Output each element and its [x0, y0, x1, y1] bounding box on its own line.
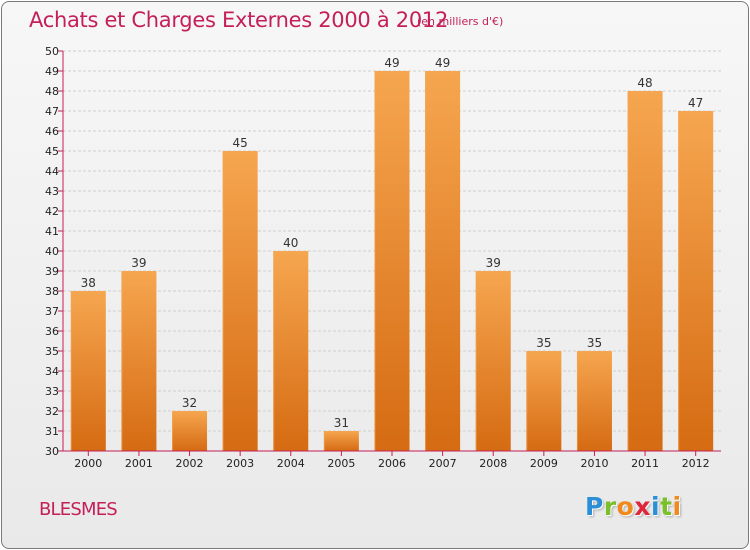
axes: 30 31 32 33 34 35 36 37 38 39 40 41 42 43 44 45 46 47 48 49… — [45, 45, 721, 470]
x-tick-label: 2003 — [226, 457, 254, 470]
y-tick-label: 48 — [45, 85, 59, 98]
data-label: 48 — [637, 76, 652, 90]
bar — [273, 251, 309, 451]
x-tick-label: 2007 — [429, 457, 457, 470]
bar — [70, 291, 106, 451]
chart-title: Achats et Charges Externes 2000 à 2012 — [29, 8, 449, 32]
y-tick-label: 45 — [45, 145, 59, 158]
logo-letter: i — [651, 492, 661, 521]
logo-letter: i — [672, 492, 682, 521]
bars — [70, 71, 714, 451]
y-tick-label: 50 — [45, 45, 59, 58]
bar — [323, 431, 359, 451]
x-tick-label: 2004 — [277, 457, 305, 470]
bar — [678, 111, 714, 451]
data-labels: 38 39 32 45 40 31 49 49 39 35 35 48 47 — [81, 56, 704, 430]
data-label: 39 — [486, 256, 501, 270]
bar — [475, 271, 511, 451]
y-tick-label: 39 — [45, 265, 59, 278]
data-label: 49 — [384, 56, 399, 70]
y-tick-label: 32 — [45, 405, 59, 418]
proxiti-logo: Proxiti — [585, 492, 682, 521]
bar — [374, 71, 410, 451]
y-tick-label: 43 — [45, 185, 59, 198]
data-label: 35 — [536, 336, 551, 350]
x-tick-label: 2005 — [327, 457, 355, 470]
y-tick-label: 37 — [45, 305, 59, 318]
y-tick-label: 36 — [45, 325, 59, 338]
y-tick-label: 40 — [45, 245, 59, 258]
data-label: 31 — [334, 416, 349, 430]
x-tick-label: 2000 — [74, 457, 102, 470]
logo-letter: x — [634, 492, 651, 521]
y-tick-label: 34 — [45, 365, 59, 378]
y-tick-label: 42 — [45, 205, 59, 218]
x-tick-label: 2002 — [176, 457, 204, 470]
y-tick-label: 44 — [45, 165, 59, 178]
logo-letter: t — [660, 492, 673, 521]
data-label: 40 — [283, 236, 298, 250]
x-tick-label: 2012 — [682, 457, 710, 470]
commune-name: BLESMES — [39, 499, 118, 520]
data-label: 32 — [182, 396, 197, 410]
bar — [121, 271, 157, 451]
data-label: 45 — [233, 136, 248, 150]
bar — [172, 411, 208, 451]
bar — [526, 351, 562, 451]
x-tick-label: 2011 — [631, 457, 659, 470]
y-tick-label: 46 — [45, 125, 59, 138]
logo-letter: P — [585, 492, 604, 521]
data-label: 47 — [688, 96, 703, 110]
bar — [222, 151, 258, 451]
data-label: 35 — [587, 336, 602, 350]
data-label: 38 — [81, 276, 96, 290]
bar — [627, 91, 663, 451]
y-tick-label: 31 — [45, 425, 59, 438]
y-tick-label: 47 — [45, 105, 59, 118]
data-label: 39 — [131, 256, 146, 270]
y-tick-label: 35 — [45, 345, 59, 358]
y-tick-label: 30 — [45, 445, 59, 458]
x-tick-label: 2001 — [125, 457, 153, 470]
x-tick-label: 2006 — [378, 457, 406, 470]
bar — [576, 351, 612, 451]
y-tick-label: 49 — [45, 65, 59, 78]
x-tick-label: 2009 — [530, 457, 558, 470]
bar — [425, 71, 461, 451]
chart-subtitle: (en milliers d'€) — [417, 15, 504, 28]
logo-letter: o — [616, 492, 635, 521]
logo-letter: r — [603, 492, 617, 521]
y-tick-label: 41 — [45, 225, 59, 238]
y-tick-label: 38 — [45, 285, 59, 298]
x-tick-label: 2008 — [479, 457, 507, 470]
y-tick-label: 33 — [45, 385, 59, 398]
x-tick-label: 2010 — [580, 457, 608, 470]
data-label: 49 — [435, 56, 450, 70]
